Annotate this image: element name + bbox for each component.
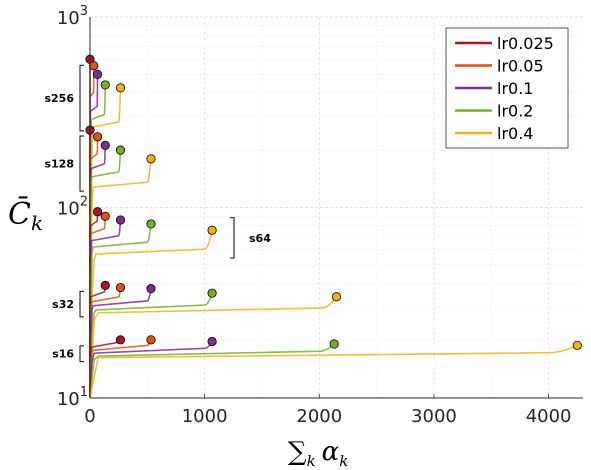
group-label-s64: s64 <box>249 232 271 245</box>
group-label-s16: s16 <box>52 348 74 361</box>
end-point-lr0.05-s32 <box>115 282 126 293</box>
series-line-lr0.4-s64 <box>89 230 213 399</box>
x-tick-label: 3000 <box>411 406 457 427</box>
end-point-lr0.4-s64 <box>207 225 217 235</box>
series-line-lr0.1-s32 <box>89 288 152 399</box>
end-point-lr0.1-s128 <box>100 140 110 150</box>
end-point-lr0.2-s32 <box>207 288 217 298</box>
series-line-lr0.025-s16 <box>89 339 122 399</box>
curve-group-s128 <box>85 125 156 399</box>
x-axis-label-sum-sub: k <box>307 452 316 470</box>
x-tick-label: 2000 <box>296 406 342 427</box>
series-line-lr0.4-s256 <box>89 87 122 399</box>
series-line-lr0.2-s128 <box>89 150 122 399</box>
series-line-lr0.2-s16 <box>89 343 335 399</box>
axes: 0 1000 2000 3000 4000 101 102 103 <box>57 4 583 427</box>
series-line-lr0.025-s64 <box>89 211 99 399</box>
end-point-lr0.4-s16 <box>572 340 582 350</box>
end-point-lr0.05-s256 <box>89 61 99 71</box>
end-point-lr0.05-s128 <box>92 132 103 142</box>
legend-label-lr0.2: lr0.2 <box>497 102 533 121</box>
group-label-s32: s32 <box>52 298 74 311</box>
end-point-lr0.2-s256 <box>100 80 110 90</box>
end-point-lr0.05-s16 <box>146 335 156 345</box>
end-point-lr0.1-s32 <box>146 284 156 294</box>
x-axis-label-var: α <box>322 437 340 467</box>
end-point-lr0.1-s64 <box>115 215 126 225</box>
end-point-lr0.4-s256 <box>115 83 126 93</box>
end-point-lr0.4-s32 <box>331 292 342 302</box>
series-line-lr0.1-s256 <box>89 74 99 399</box>
curve-group-s16 <box>89 335 582 399</box>
series-line-lr0.1-s64 <box>89 219 122 399</box>
series-line-lr0.2-s256 <box>89 84 107 399</box>
bracket-s128 <box>79 135 84 192</box>
x-tick-label: 4000 <box>526 406 572 427</box>
legend: lr0.025 lr0.05 lr0.1 lr0.2 lr0.4 <box>445 27 569 149</box>
end-point-lr0.025-s16 <box>115 335 126 345</box>
legend-label-lr0.05: lr0.05 <box>497 57 544 76</box>
series-line-lr0.05-s32 <box>89 287 122 399</box>
series-line-lr0.05-s256 <box>89 65 95 399</box>
legend-label-lr0.025: lr0.025 <box>497 34 554 53</box>
series-line-lr0.1-s128 <box>89 145 107 399</box>
bracket-s256 <box>79 64 84 132</box>
group-label-s128: s128 <box>44 158 74 171</box>
end-point-lr0.2-s16 <box>329 339 339 349</box>
series-line-lr0.1-s16 <box>89 341 213 399</box>
curve-group-s64 <box>89 207 217 399</box>
y-axis-label-main: C̄ <box>8 196 31 232</box>
series-line-lr0.05-s64 <box>89 216 107 399</box>
end-point-lr0.05-s64 <box>100 211 110 221</box>
bracket-s64 <box>230 217 235 259</box>
series-line-lr0.05-s16 <box>89 339 152 399</box>
y-tick-label: 103 <box>57 4 88 29</box>
series-line-lr0.4-s128 <box>89 158 152 399</box>
x-tick-label: 0 <box>84 406 95 427</box>
legend-label-lr0.1: lr0.1 <box>497 79 533 98</box>
end-point-lr0.2-s64 <box>146 219 156 229</box>
y-axis-label-sub: k <box>31 211 43 235</box>
x-axis-label: ∑k αk <box>288 437 348 470</box>
series-line-lr0.2-s64 <box>89 223 152 399</box>
bracket-s32 <box>79 290 84 318</box>
legend-items: lr0.025 lr0.05 lr0.1 lr0.2 lr0.4 <box>455 34 554 143</box>
series-line-lr0.025-s32 <box>89 285 107 399</box>
end-point-lr0.025-s64 <box>92 207 103 217</box>
bracket-s16 <box>79 345 84 363</box>
group-label-s256: s256 <box>44 92 74 105</box>
y-axis-label: C̄k <box>8 196 43 235</box>
end-point-lr0.2-s128 <box>115 145 126 155</box>
end-point-lr0.4-s128 <box>146 154 156 164</box>
series-line-lr0.4-s32 <box>89 296 338 399</box>
x-axis-label-sum: ∑ <box>288 437 307 467</box>
y-tick-label: 102 <box>57 195 88 220</box>
end-point-lr0.1-s256 <box>92 69 103 79</box>
x-axis-label-var-sub: k <box>339 452 348 470</box>
end-point-lr0.1-s16 <box>207 336 217 347</box>
series-line-lr0.2-s32 <box>89 292 213 399</box>
y-tick-label: 101 <box>57 385 88 410</box>
x-tick-label: 1000 <box>182 406 228 427</box>
series-line-lr0.4-s16 <box>89 344 578 399</box>
series-line-lr0.05-s128 <box>89 136 99 399</box>
legend-label-lr0.4: lr0.4 <box>497 124 533 143</box>
group-brackets: s256 s128 s64 s32 s16 <box>44 64 271 363</box>
end-point-lr0.025-s32 <box>100 280 110 291</box>
curve-group-s32 <box>89 280 342 399</box>
